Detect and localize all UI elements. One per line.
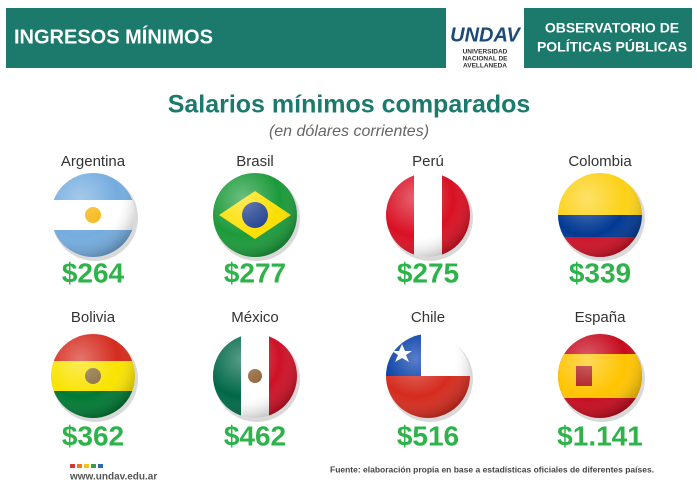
footer-dots — [70, 464, 103, 468]
salary: $462 — [224, 420, 286, 451]
section-title: INGRESOS MÍNIMOS — [14, 25, 213, 48]
country-name: México — [231, 309, 279, 326]
footer-source: Fuente: elaboración propia en base a est… — [330, 464, 654, 474]
salary: $275 — [397, 257, 459, 288]
country-name: España — [575, 309, 627, 326]
logo-text: NACIONAL DE — [462, 56, 508, 63]
flag — [213, 173, 300, 261]
observatory: POLÍTICAS PÚBLICAS — [537, 38, 687, 55]
salary: $516 — [397, 420, 459, 451]
country-name: Colombia — [568, 153, 632, 170]
logo-mark: UNDAV — [450, 24, 521, 46]
header-bar — [6, 8, 692, 68]
footer-url: www.undav.edu.ar — [69, 472, 157, 483]
flag-shine — [51, 334, 135, 418]
flag — [51, 334, 138, 422]
flag-shine — [213, 173, 297, 257]
flag-face — [213, 173, 297, 257]
flag-shine — [558, 173, 642, 257]
flag-shine — [213, 334, 297, 418]
flag-face — [213, 334, 297, 418]
salary: $277 — [224, 257, 286, 288]
observatory: OBSERVATORIO DE — [545, 20, 679, 36]
salary: $339 — [569, 257, 631, 288]
flag — [386, 173, 473, 261]
country-name: Argentina — [61, 153, 126, 170]
country-name: Bolivia — [71, 309, 116, 326]
flag — [213, 334, 300, 422]
flag-shine — [51, 173, 135, 257]
country-name: Brasil — [236, 153, 274, 170]
flag-face — [386, 173, 470, 257]
subtitle: (en dólares corrientes) — [269, 123, 429, 140]
flag-shine — [558, 334, 642, 418]
logo-text: AVELLANEDA — [463, 63, 507, 70]
country-name: Chile — [411, 309, 445, 326]
flag — [386, 334, 473, 422]
flag-face — [558, 334, 642, 418]
title: Salarios mínimos comparados — [168, 91, 531, 119]
logo-text: UNIVERSIDAD — [463, 49, 508, 56]
salary: $264 — [62, 257, 125, 288]
salary: $362 — [62, 420, 124, 451]
salary: $1.141 — [557, 420, 643, 451]
flag — [51, 173, 138, 261]
country-name: Perú — [412, 153, 444, 170]
logo-box — [446, 8, 524, 80]
flag — [558, 334, 645, 422]
flag-shine — [386, 173, 470, 257]
flag — [558, 173, 645, 261]
flag-shine — [386, 334, 470, 418]
